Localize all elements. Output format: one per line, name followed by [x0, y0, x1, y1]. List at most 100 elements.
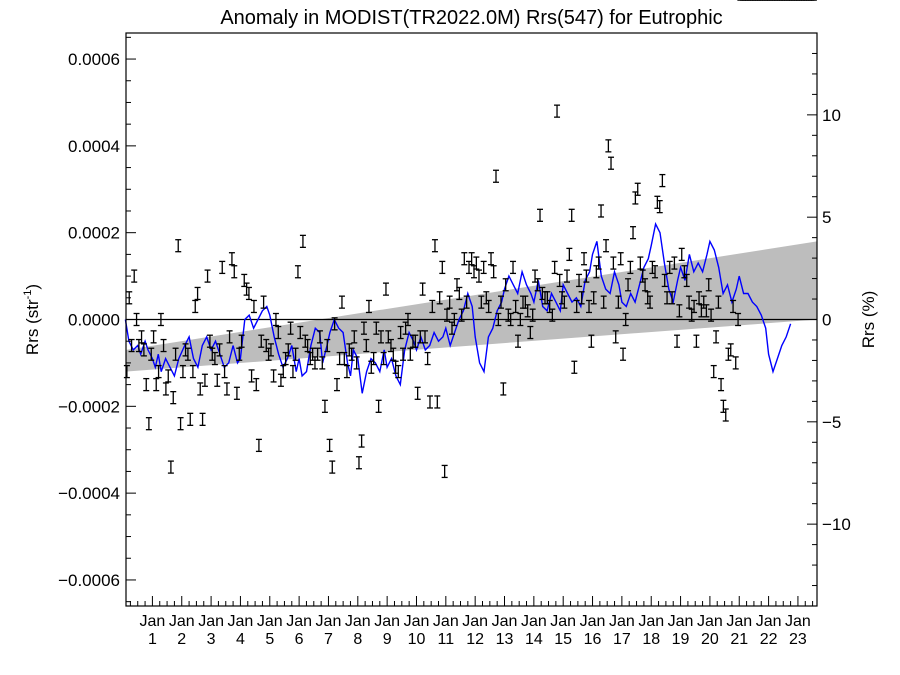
data-point	[488, 252, 495, 266]
x-tick-year: 23	[789, 631, 807, 648]
data-point	[443, 308, 450, 322]
data-point	[341, 351, 348, 366]
data-point	[358, 434, 365, 448]
x-tick-year: 21	[730, 631, 748, 648]
data-point	[642, 278, 649, 292]
data-point	[534, 278, 541, 292]
data-point	[529, 308, 536, 322]
data-point	[140, 343, 147, 357]
data-point	[419, 282, 426, 296]
data-point	[610, 256, 617, 270]
x-tick-year: 15	[554, 631, 572, 648]
data-point	[573, 299, 580, 314]
data-point	[245, 286, 252, 301]
y2-tick-label: −5	[822, 413, 841, 432]
data-point	[608, 156, 615, 170]
data-point	[598, 204, 605, 218]
x-tick-year: 1	[148, 631, 157, 648]
smooth-line	[124, 221, 792, 394]
data-point	[287, 321, 294, 335]
data-point	[343, 364, 350, 379]
data-point	[250, 299, 257, 314]
data-point	[267, 343, 274, 357]
data-point	[703, 304, 710, 318]
data-point	[189, 364, 196, 379]
data-point	[326, 438, 333, 453]
x-tick-year: 13	[496, 631, 514, 648]
data-point	[441, 464, 448, 479]
x-tick-month: Jan	[286, 613, 312, 630]
x-tick-month: Jan	[550, 613, 576, 630]
data-point	[131, 269, 138, 283]
data-point	[184, 347, 191, 361]
x-tick-year: 4	[236, 631, 245, 648]
data-point	[683, 273, 690, 288]
y2-tick-label: 10	[822, 106, 841, 125]
data-point	[299, 234, 306, 249]
data-point	[199, 412, 206, 426]
x-tick-year: 22	[760, 631, 778, 648]
data-point	[659, 173, 666, 188]
y-tick-label: −0.0006	[58, 571, 120, 590]
data-point	[201, 373, 208, 387]
data-point	[375, 399, 382, 413]
data-point	[556, 273, 563, 288]
data-point	[627, 260, 634, 275]
data-point	[275, 325, 282, 340]
data-point	[238, 334, 245, 348]
data-point	[314, 347, 321, 361]
y2-tick-label: 5	[822, 208, 831, 227]
y2-tick-label: −10	[822, 515, 851, 534]
x-axis: Jan1Jan2Jan3Jan4Jan5Jan6Jan7Jan8Jan9Jan1…	[129, 596, 814, 648]
data-point	[192, 299, 199, 314]
data-point	[294, 265, 301, 279]
data-point	[157, 312, 164, 327]
data-point	[463, 295, 470, 309]
data-point	[153, 377, 160, 392]
x-tick-month: Jan	[668, 613, 694, 630]
chart-title: Anomaly in MODIST(TR2022.0M) Rrs(547) fo…	[220, 7, 722, 29]
data-point	[473, 256, 480, 270]
x-tick-month: Jan	[638, 613, 664, 630]
x-tick-year: 10	[408, 631, 426, 648]
x-tick-month: Jan	[198, 613, 224, 630]
data-point	[399, 347, 406, 361]
data-point	[365, 299, 372, 314]
y-tick-label: −0.0004	[58, 484, 120, 503]
data-point	[150, 330, 157, 344]
data-point	[691, 299, 698, 314]
data-point	[272, 312, 279, 327]
data-point	[478, 295, 485, 309]
data-point	[289, 364, 296, 379]
data-point	[661, 273, 668, 288]
x-tick-year: 5	[265, 631, 274, 648]
x-tick-month: Jan	[404, 613, 430, 630]
data-point	[620, 347, 627, 361]
data-point	[138, 330, 145, 344]
data-point	[652, 265, 659, 279]
y-tick-label: 0.0002	[68, 224, 120, 243]
data-point	[674, 334, 681, 348]
x-tick-month: Jan	[433, 613, 459, 630]
data-point	[353, 356, 360, 370]
y2-tick-label: 0	[822, 311, 831, 330]
x-tick-month: Jan	[697, 613, 723, 630]
data-point	[708, 308, 715, 322]
smooth-line-layer	[124, 221, 792, 394]
data-point	[600, 295, 607, 309]
data-point	[583, 269, 590, 283]
data-point	[603, 239, 610, 253]
data-point	[321, 399, 328, 413]
data-point	[647, 295, 654, 309]
data-point	[206, 334, 213, 348]
data-point	[380, 351, 387, 366]
data-point	[727, 343, 734, 357]
data-point	[671, 256, 678, 270]
data-point	[554, 104, 561, 118]
x-tick-year: 18	[642, 631, 660, 648]
data-point	[421, 330, 428, 344]
data-point	[676, 304, 683, 318]
data-point	[258, 334, 265, 348]
data-point	[434, 395, 441, 409]
data-point	[456, 286, 463, 301]
